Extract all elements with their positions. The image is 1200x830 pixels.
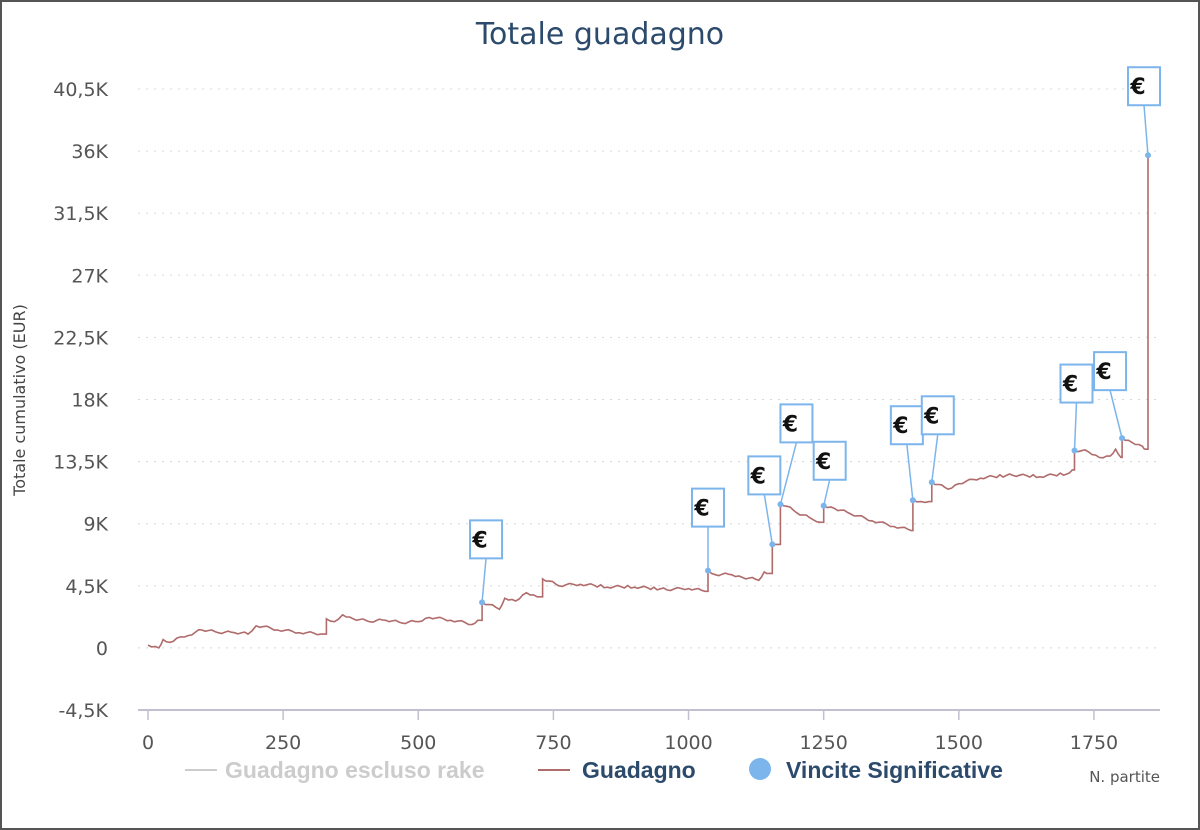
legend-label: Guadagno escluso rake — [225, 757, 484, 783]
x-tick-label: 500 — [400, 732, 436, 754]
flag-marker[interactable]: € — [777, 403, 814, 508]
line-guadagno — [147, 155, 1149, 649]
legend-label: Guadagno — [582, 757, 696, 783]
flag-marker[interactable]: € — [920, 395, 955, 486]
flag-stem — [1109, 389, 1123, 439]
y-tick-label: 22,5K — [53, 327, 108, 349]
flag-marker[interactable]: € — [469, 519, 504, 606]
y-tick-label: 9K — [83, 514, 108, 536]
legend-item-vincite-significative[interactable]: Vincite Significative — [749, 757, 1003, 783]
flag-box — [920, 395, 955, 436]
flag-point — [1071, 447, 1078, 454]
y-tick-label: 27K — [71, 265, 108, 287]
flag-marker[interactable]: € — [1127, 66, 1161, 159]
flag-point — [909, 497, 916, 504]
flag-point — [705, 567, 711, 574]
grid — [138, 88, 1160, 649]
legend-swatch — [749, 758, 771, 780]
flag-label: € — [693, 497, 709, 522]
x-tick-label: 1750 — [1070, 732, 1118, 754]
flag-point — [1145, 152, 1151, 159]
flag-label: € — [1129, 75, 1145, 100]
flag-label: € — [750, 464, 766, 489]
flag-box — [779, 403, 814, 444]
flag-box — [812, 440, 847, 481]
y-axis-ticks: -4,5K 0 4,5K 9K 13,5K 18K 22,5K 27K 31,5K 36K 40,5… — [53, 79, 108, 722]
flag-point — [777, 501, 784, 508]
y-tick-label: -4,5K — [58, 700, 108, 722]
flag-label: € — [471, 528, 487, 553]
y-axis-label: Totale cumulativo (EUR) — [10, 304, 29, 497]
flag-point — [769, 541, 776, 548]
series-guadagno — [147, 155, 1149, 649]
flag-stem — [822, 479, 831, 506]
x-tick-label: 1250 — [799, 732, 847, 754]
flag-marker[interactable]: € — [747, 455, 782, 548]
y-tick-label: 40,5K — [53, 79, 108, 101]
flag-marker[interactable]: € — [1059, 363, 1094, 454]
flag-stem — [481, 558, 487, 603]
y-tick-label: 31,5K — [53, 203, 108, 225]
flag-box — [889, 405, 924, 446]
flag-stem — [1143, 105, 1149, 156]
y-tick-label: 36K — [71, 141, 108, 163]
flag-marker[interactable]: € — [812, 440, 847, 509]
x-tick-label: 250 — [265, 732, 301, 754]
y-tick-label: 18K — [71, 390, 108, 412]
flag-stem — [763, 494, 774, 545]
x-tick-label: 1500 — [935, 732, 983, 754]
legend: Guadagno escluso rake Guadagno Vincite S… — [185, 757, 1003, 783]
flag-point — [479, 599, 486, 606]
legend-item-guadagno[interactable]: Guadagno — [538, 757, 696, 783]
flag-box — [1127, 66, 1161, 107]
flag-label: € — [923, 404, 939, 429]
flag-point — [820, 502, 827, 509]
flag-box — [1059, 363, 1094, 404]
legend-label: Vincite Significative — [786, 757, 1003, 783]
x-tick-label: 750 — [535, 732, 571, 754]
flag-label: € — [1095, 360, 1111, 385]
flag-label: € — [1062, 373, 1078, 398]
series-vincite-significative: € € € € € € € € € € — [469, 66, 1161, 606]
x-axis-label: N. partite — [1089, 768, 1160, 786]
y-tick-label: 0 — [96, 638, 108, 660]
legend-item-guadagno-escluso-rake[interactable]: Guadagno escluso rake — [185, 757, 484, 783]
flag-point — [1119, 435, 1126, 442]
flag-label: € — [782, 412, 798, 437]
x-tick-label: 1000 — [664, 732, 712, 754]
flag-stem — [931, 434, 939, 483]
x-tick-label: 0 — [142, 732, 154, 754]
flag-box — [747, 455, 782, 496]
flag-stem — [779, 442, 798, 505]
flag-marker[interactable]: € — [889, 405, 924, 504]
y-tick-label: 13,5K — [53, 452, 108, 474]
flag-stem — [906, 444, 914, 501]
flag-label: € — [892, 414, 908, 439]
y-tick-label: 4,5K — [65, 576, 108, 598]
flag-box — [469, 519, 504, 560]
flag-point — [928, 479, 935, 486]
flag-box — [691, 487, 725, 528]
x-axis: 0 250 500 750 1000 1250 1500 1750 — [138, 709, 1160, 754]
flag-marker[interactable]: € — [1093, 351, 1128, 442]
flag-stem — [1073, 402, 1078, 451]
chart-title: Totale guadagno — [475, 17, 724, 52]
flag-marker[interactable]: € — [691, 487, 725, 574]
flag-label: € — [815, 450, 831, 475]
flag-box — [1093, 351, 1128, 392]
